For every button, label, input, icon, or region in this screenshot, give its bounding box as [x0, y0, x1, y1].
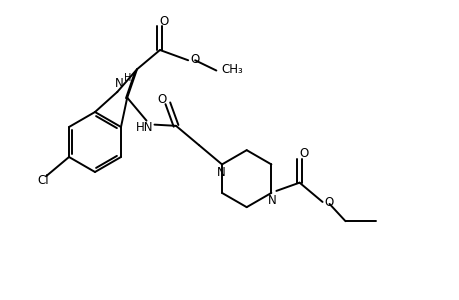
Text: O: O — [157, 93, 166, 106]
Text: CH₃: CH₃ — [221, 63, 242, 76]
Text: HN: HN — [135, 121, 153, 134]
Text: Cl: Cl — [37, 174, 49, 187]
Text: O: O — [323, 196, 332, 209]
Text: N: N — [216, 166, 225, 179]
Text: N: N — [268, 194, 276, 207]
Text: O: O — [190, 53, 199, 66]
Text: H: H — [123, 73, 131, 83]
Text: N: N — [115, 77, 123, 90]
Text: O: O — [159, 14, 168, 28]
Text: O: O — [298, 147, 308, 160]
